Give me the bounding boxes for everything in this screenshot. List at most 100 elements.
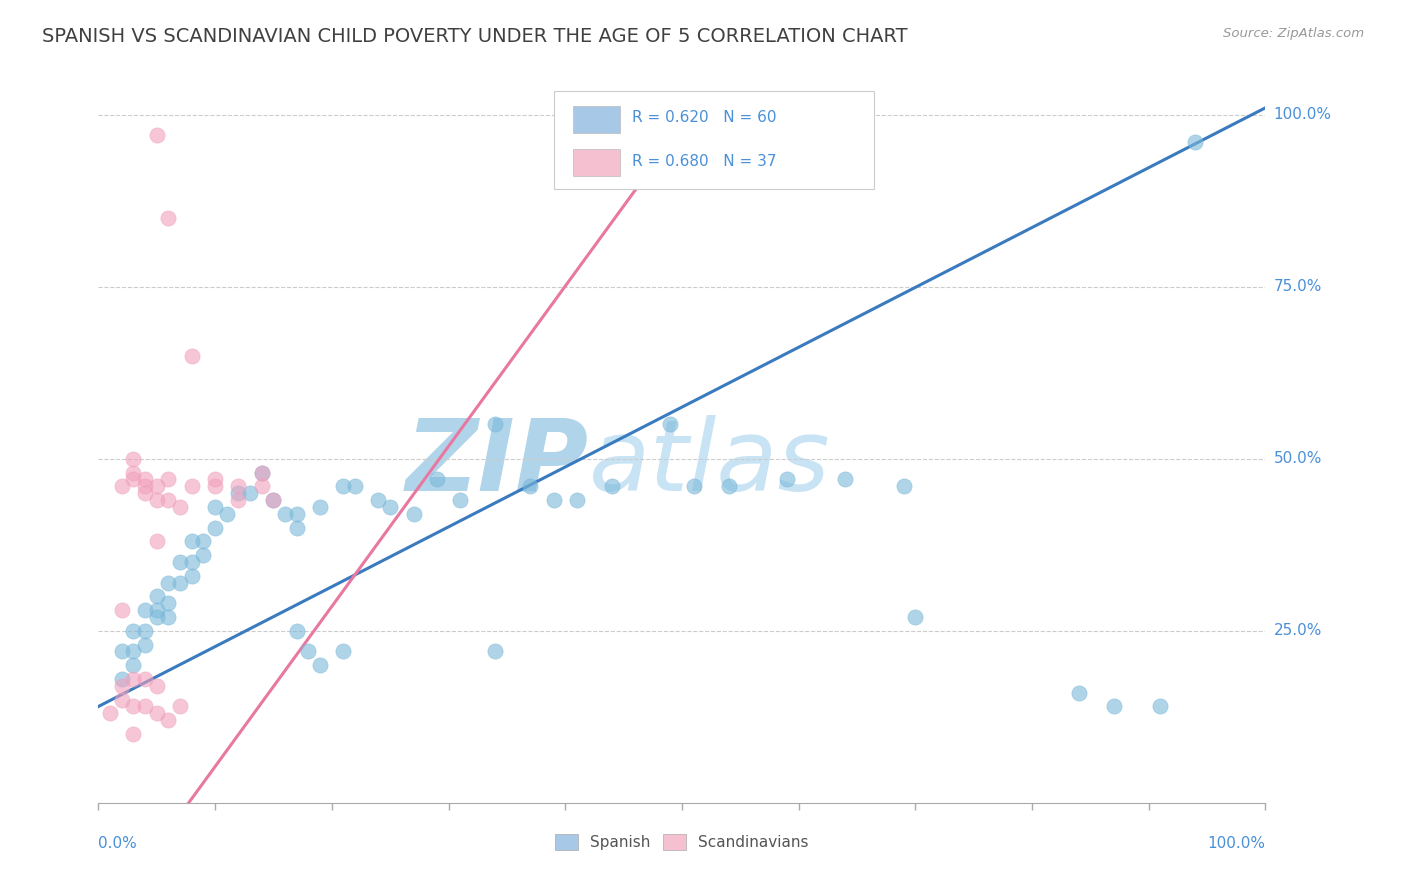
Point: [180, 349, 202, 363]
Point: [285, 624, 308, 638]
Point: [111, 479, 134, 493]
Point: [134, 624, 156, 638]
Point: [180, 568, 202, 582]
Point: [332, 644, 354, 658]
Point: [157, 493, 180, 508]
Point: [228, 479, 250, 493]
Point: [1102, 699, 1125, 714]
Point: [122, 644, 145, 658]
Text: 100.0%: 100.0%: [1208, 836, 1265, 851]
Point: [122, 466, 145, 480]
Point: [484, 644, 506, 658]
Text: R = 0.680   N = 37: R = 0.680 N = 37: [631, 153, 776, 169]
Point: [285, 507, 308, 521]
Bar: [574, 105, 620, 133]
Text: R = 0.620   N = 60: R = 0.620 N = 60: [631, 111, 776, 126]
Point: [134, 486, 156, 500]
Point: [204, 472, 226, 486]
Point: [146, 610, 169, 624]
Point: [146, 706, 169, 721]
Point: [169, 500, 191, 514]
Point: [180, 534, 202, 549]
Point: [180, 555, 202, 569]
Text: Source: ZipAtlas.com: Source: ZipAtlas.com: [1223, 27, 1364, 40]
Point: [134, 672, 156, 686]
Point: [717, 479, 740, 493]
Point: [122, 624, 145, 638]
Text: 100.0%: 100.0%: [1274, 107, 1331, 122]
Point: [297, 644, 319, 658]
Point: [169, 699, 191, 714]
Point: [682, 479, 704, 493]
Point: [122, 672, 145, 686]
Point: [239, 486, 262, 500]
Point: [565, 493, 588, 508]
Point: [380, 500, 402, 514]
Point: [122, 451, 145, 466]
Point: [134, 603, 156, 617]
Point: [157, 575, 180, 590]
FancyBboxPatch shape: [554, 91, 875, 189]
Point: [893, 479, 915, 493]
Point: [426, 472, 449, 486]
Text: 25.0%: 25.0%: [1274, 624, 1322, 639]
Point: [274, 507, 297, 521]
Legend: Spanish, Scandinavians: Spanish, Scandinavians: [550, 829, 814, 856]
Point: [659, 417, 682, 432]
Point: [98, 706, 121, 721]
Point: [146, 590, 169, 604]
Point: [204, 479, 226, 493]
Point: [111, 603, 134, 617]
Point: [134, 479, 156, 493]
Point: [146, 128, 169, 143]
Point: [309, 658, 332, 673]
Point: [146, 603, 169, 617]
Text: 75.0%: 75.0%: [1274, 279, 1322, 294]
Text: 50.0%: 50.0%: [1274, 451, 1322, 467]
Point: [157, 713, 180, 727]
Point: [146, 493, 169, 508]
Point: [146, 679, 169, 693]
Bar: [574, 149, 620, 177]
Point: [250, 466, 273, 480]
Point: [157, 610, 180, 624]
Text: 0.0%: 0.0%: [98, 836, 138, 851]
Point: [484, 417, 506, 432]
Point: [122, 699, 145, 714]
Point: [122, 472, 145, 486]
Point: [122, 727, 145, 741]
Point: [332, 479, 354, 493]
Point: [519, 479, 541, 493]
Point: [146, 479, 169, 493]
Point: [1067, 686, 1090, 700]
Point: [449, 493, 471, 508]
Text: SPANISH VS SCANDINAVIAN CHILD POVERTY UNDER THE AGE OF 5 CORRELATION CHART: SPANISH VS SCANDINAVIAN CHILD POVERTY UN…: [42, 27, 908, 45]
Point: [146, 534, 169, 549]
Point: [250, 466, 273, 480]
Point: [180, 479, 202, 493]
Point: [157, 472, 180, 486]
Point: [157, 211, 180, 225]
Point: [600, 479, 623, 493]
Point: [169, 555, 191, 569]
Point: [111, 644, 134, 658]
Point: [228, 486, 250, 500]
Point: [111, 679, 134, 693]
Point: [193, 534, 215, 549]
Point: [402, 507, 425, 521]
Point: [344, 479, 367, 493]
Point: [776, 472, 799, 486]
Point: [309, 500, 332, 514]
Point: [262, 493, 284, 508]
Point: [250, 479, 273, 493]
Point: [204, 500, 226, 514]
Point: [134, 638, 156, 652]
Point: [834, 472, 856, 486]
Point: [204, 520, 226, 534]
Point: [228, 493, 250, 508]
Point: [157, 596, 180, 610]
Point: [169, 575, 191, 590]
Point: [367, 493, 389, 508]
Point: [134, 472, 156, 486]
Point: [543, 493, 565, 508]
